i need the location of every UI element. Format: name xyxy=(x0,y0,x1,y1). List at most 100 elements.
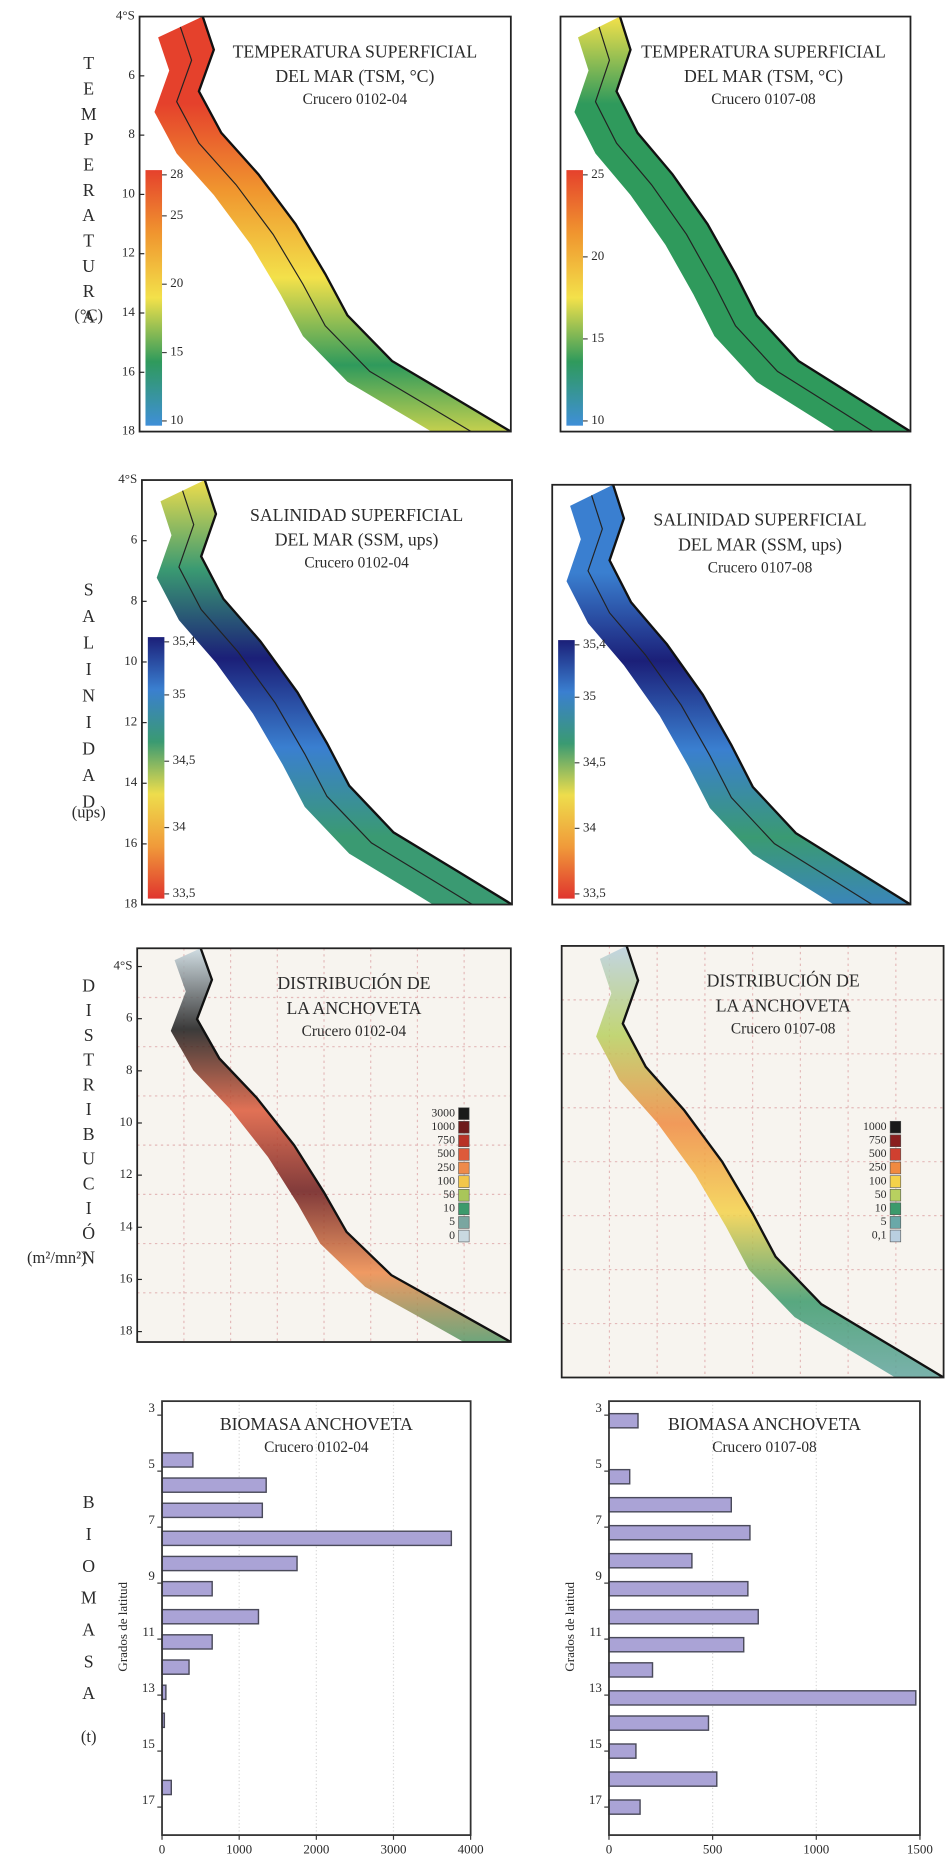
colorbar-label: 33,5 xyxy=(583,885,606,900)
map-title: DEL MAR (TSM, °C) xyxy=(275,66,434,86)
colorbar-label: 35,4 xyxy=(173,633,196,648)
contour xyxy=(587,495,874,905)
y-axis-label: Grados de latitud xyxy=(562,1582,577,1672)
map-subtitle: Crucero 0102-04 xyxy=(302,1023,407,1040)
map-area xyxy=(141,480,513,905)
class-label: 0 xyxy=(449,1228,455,1242)
bar xyxy=(608,1715,710,1731)
bar xyxy=(608,1799,641,1815)
map-area xyxy=(139,16,511,432)
class-swatch xyxy=(458,1175,470,1188)
coastline xyxy=(608,484,911,905)
class-swatch xyxy=(458,1161,470,1175)
coastline xyxy=(621,945,944,1378)
y-tick-label: 17 xyxy=(142,1792,156,1807)
colorbar-label: 34 xyxy=(583,819,597,834)
bar xyxy=(161,1608,260,1625)
lat-tick-label: 10 xyxy=(122,185,135,200)
contour xyxy=(176,26,473,432)
bar xyxy=(608,1636,745,1653)
colorbar-label: 35 xyxy=(583,688,596,703)
bar xyxy=(608,1552,693,1569)
map-title: LA ANCHOVETA xyxy=(286,998,421,1018)
bar xyxy=(161,1779,172,1796)
colorbar-label: 20 xyxy=(591,248,604,263)
x-tick-label: 1000 xyxy=(803,1841,829,1854)
lat-tick-label: 18 xyxy=(122,423,135,438)
bar xyxy=(161,1530,453,1547)
lat-tick-label: 8 xyxy=(131,592,138,607)
lat-tick-label: 10 xyxy=(124,653,137,668)
plot-frame xyxy=(608,1400,921,1836)
class-label: 1000 xyxy=(431,1119,455,1133)
class-swatch xyxy=(889,1188,902,1202)
class-label: 500 xyxy=(869,1146,887,1160)
lat-tick-label: 8 xyxy=(128,126,135,141)
class-label: 5 xyxy=(449,1214,455,1228)
class-label: 50 xyxy=(875,1187,887,1201)
colorbar-label: 10 xyxy=(591,412,604,427)
colorbar-label: 25 xyxy=(591,166,604,181)
row-label: SALINIDAD xyxy=(79,579,99,818)
row-label: DISTRIBUCIÓN xyxy=(79,975,99,1272)
colorbar-label: 20 xyxy=(170,275,183,290)
colorbar xyxy=(145,170,163,426)
map-title: TEMPERATURA SUPERFICIAL xyxy=(233,41,478,61)
lat-tick-label: 14 xyxy=(124,774,138,789)
ocean-strip xyxy=(154,16,511,432)
bar xyxy=(608,1468,631,1485)
colorbar-label: 35 xyxy=(173,686,186,701)
map-title: LA ANCHOVETA xyxy=(716,995,851,1015)
lat-tick-label: 6 xyxy=(128,67,135,82)
map-title: DEL MAR (SSM, ups) xyxy=(275,530,439,550)
bar xyxy=(608,1580,749,1597)
colorbar-label: 25 xyxy=(170,207,183,222)
map-frame xyxy=(141,479,513,906)
class-swatch xyxy=(458,1202,470,1216)
y-tick-label: 11 xyxy=(589,1624,602,1639)
y-tick-label: 9 xyxy=(148,1568,155,1583)
class-swatch xyxy=(889,1229,902,1243)
x-tick-label: 0 xyxy=(606,1841,613,1854)
plot-frame xyxy=(161,1400,472,1836)
lat-tick-label: 6 xyxy=(131,532,138,547)
y-tick-label: 13 xyxy=(142,1680,155,1695)
x-tick-label: 2000 xyxy=(303,1841,329,1854)
lat-tick-label: 12 xyxy=(124,714,137,729)
y-tick-label: 5 xyxy=(148,1456,155,1471)
map-title: DISTRIBUCIÓN DE xyxy=(277,973,430,993)
class-label: 250 xyxy=(437,1160,455,1174)
lat-tick-label: 10 xyxy=(119,1114,132,1129)
class-label: 100 xyxy=(437,1173,455,1187)
lat-tick-label: 16 xyxy=(122,363,136,378)
class-label: 5 xyxy=(881,1214,887,1228)
class-swatch xyxy=(458,1189,470,1202)
class-swatch xyxy=(458,1216,470,1229)
row-label: BIOMASA xyxy=(79,1492,99,1715)
bar xyxy=(161,1659,190,1675)
class-swatch xyxy=(458,1229,470,1243)
map-area xyxy=(561,945,944,1378)
colorbar-label: 34 xyxy=(173,819,187,834)
ocean-strip xyxy=(596,945,944,1378)
row-unit: (ups) xyxy=(72,802,106,821)
x-tick-label: 1000 xyxy=(226,1841,252,1854)
class-label: 100 xyxy=(869,1173,887,1187)
colorbar-label: 15 xyxy=(170,344,183,359)
map-title: DEL MAR (SSM, ups) xyxy=(678,534,842,554)
bar xyxy=(608,1496,733,1513)
x-tick-label: 3000 xyxy=(380,1841,406,1854)
colorbar-label: 15 xyxy=(591,330,604,345)
colorbar xyxy=(566,170,583,426)
x-tick-label: 4000 xyxy=(458,1841,484,1854)
ocean-strip xyxy=(156,480,513,905)
row-label: TEMPERATURA xyxy=(79,53,99,332)
class-swatch xyxy=(889,1134,902,1147)
coastline xyxy=(615,16,911,432)
colorbar-label: 10 xyxy=(170,412,183,427)
class-label: 750 xyxy=(437,1133,455,1147)
class-swatch xyxy=(458,1148,470,1161)
lat-tick-label: 12 xyxy=(119,1166,132,1181)
row-unit: (°C) xyxy=(74,306,103,325)
